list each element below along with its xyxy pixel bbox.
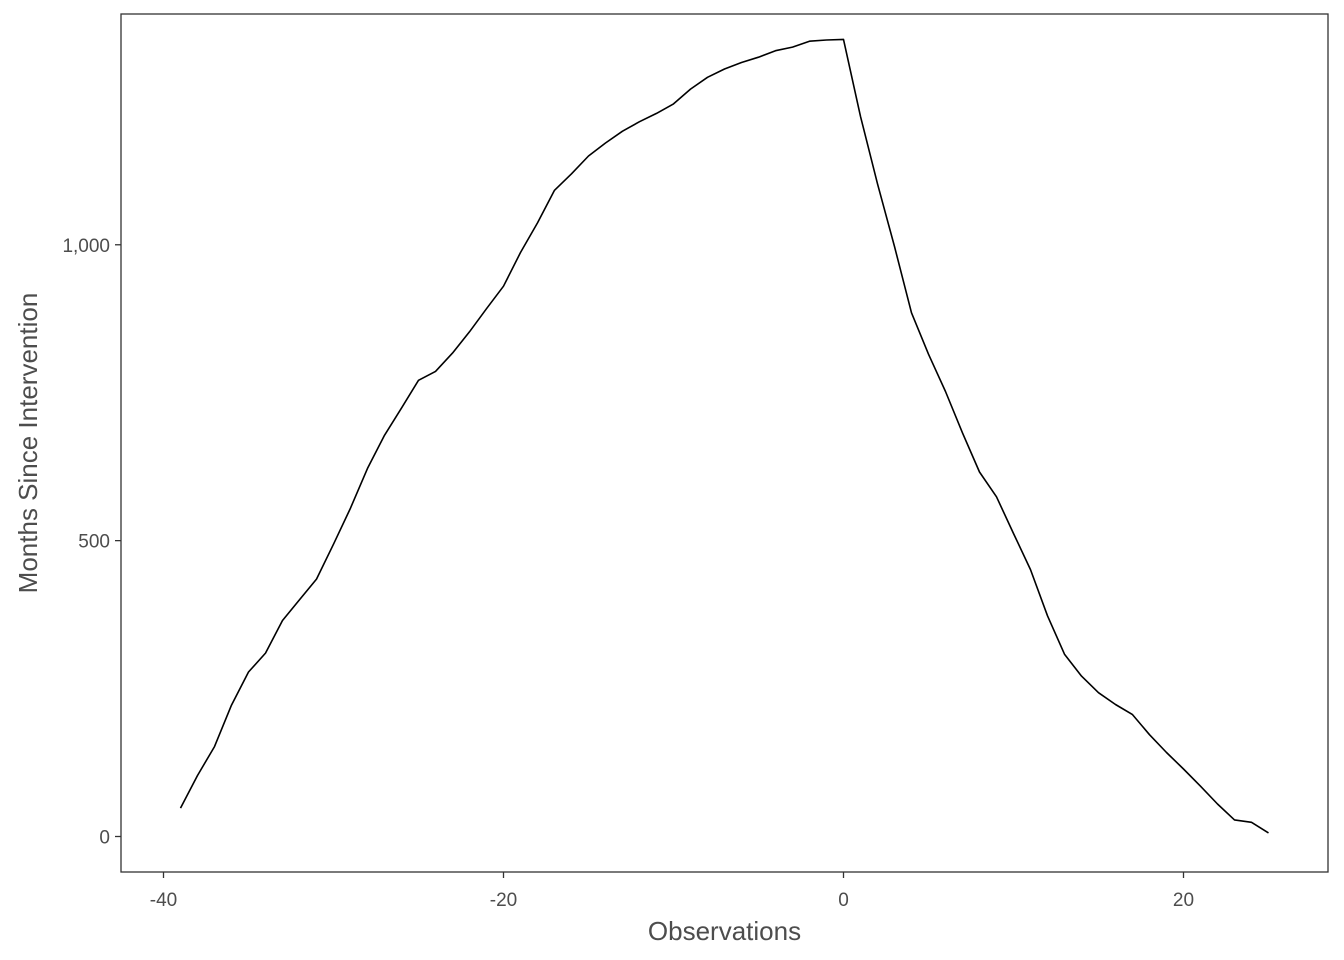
x-tick-label: 20 <box>1173 890 1194 911</box>
y-tick-label: 500 <box>78 532 110 553</box>
plot-panel <box>120 13 1329 873</box>
x-axis-title: Observations <box>648 916 801 946</box>
y-tick-label: 1,000 <box>62 236 110 257</box>
x-axis: -40 -20 0 20 <box>150 872 1194 911</box>
y-axis: 0 500 1,000 <box>62 236 121 848</box>
y-tick-label: 0 <box>99 827 110 848</box>
x-tick-label: 0 <box>838 890 849 911</box>
y-axis-title: Months Since Intervention <box>13 293 43 594</box>
series-line <box>179 38 1269 834</box>
x-tick-label: -40 <box>150 890 177 911</box>
x-tick-label: -20 <box>490 890 517 911</box>
